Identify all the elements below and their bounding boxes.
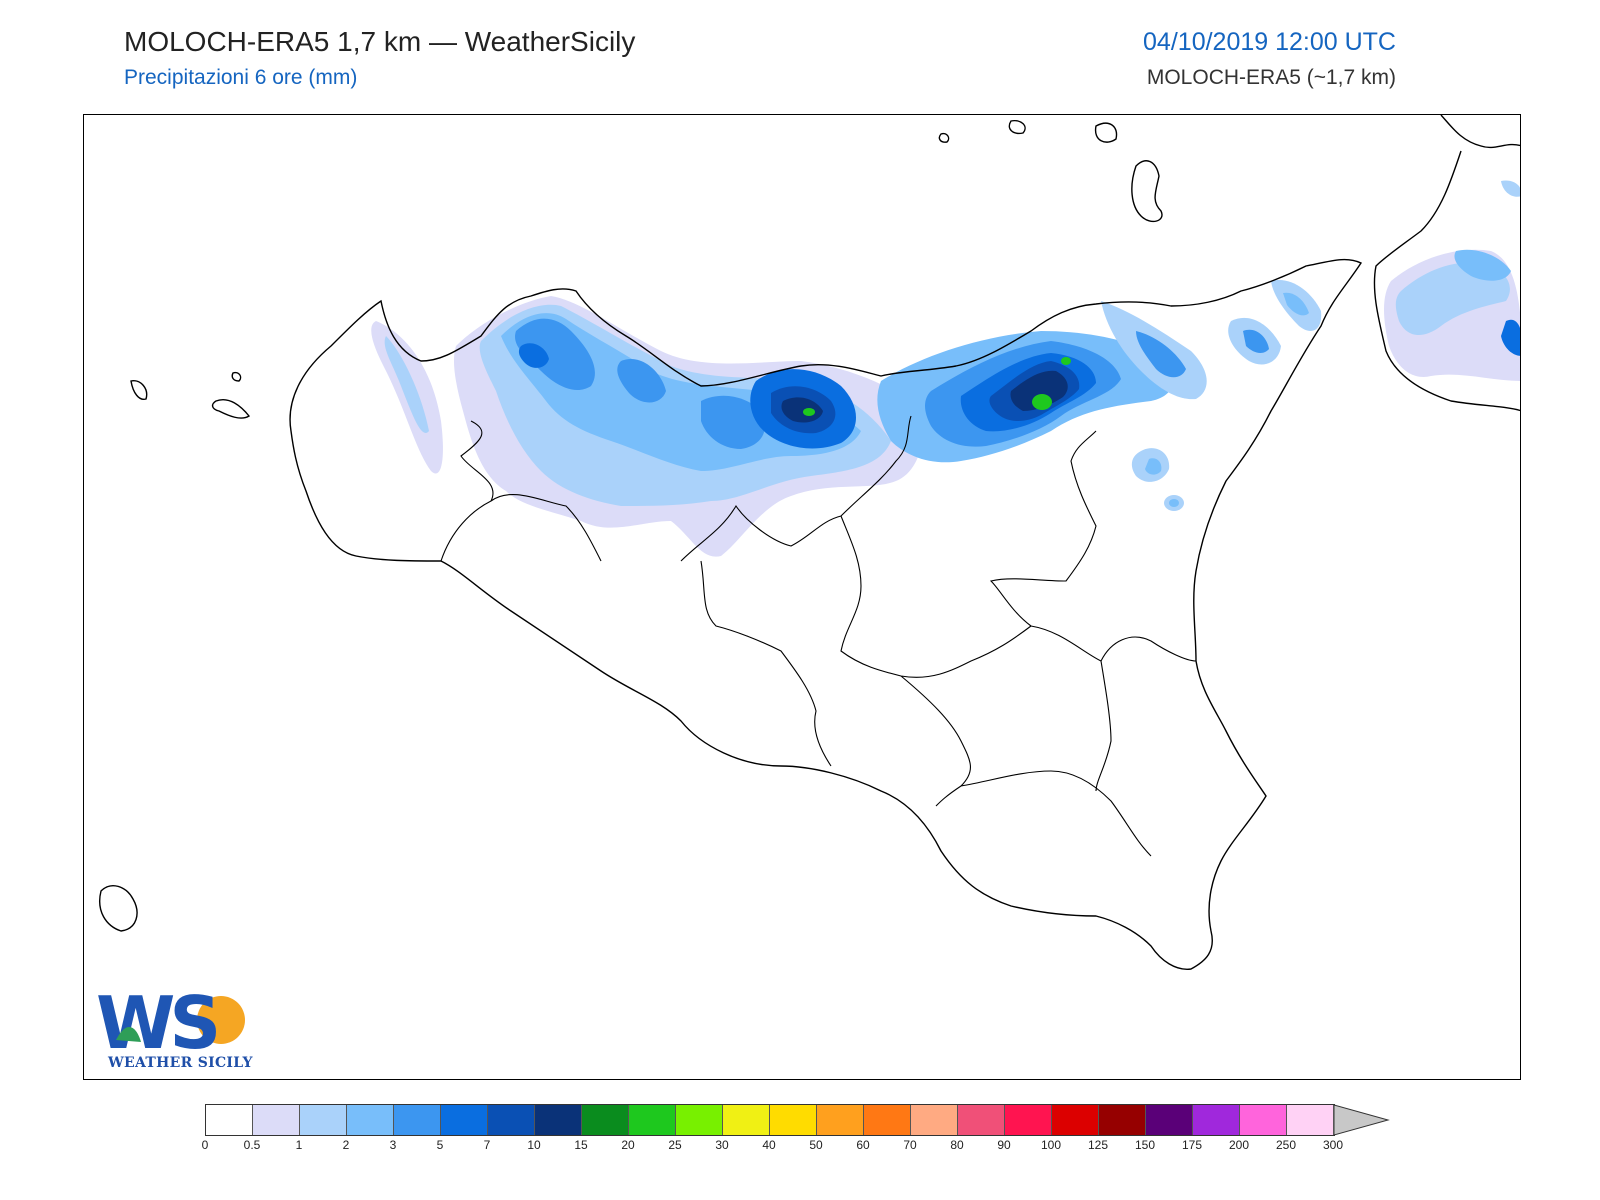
legend-tick-label: 60 [856,1138,870,1152]
legend-tick-label: 40 [762,1138,776,1152]
legend-tick-label: 80 [950,1138,964,1152]
valid-datetime: 04/10/2019 12:00 UTC [1143,28,1396,56]
legend-tick-label: 1 [295,1138,303,1152]
legend-tick-label: 0 [201,1138,209,1152]
legend-tick-label: 125 [1087,1138,1109,1152]
legend-tick-label: 2 [342,1138,350,1152]
legend-swatch [723,1105,770,1135]
legend-swatch [1287,1105,1334,1135]
legend-swatch [911,1105,958,1135]
legend-tick-label: 250 [1275,1138,1297,1152]
legend-swatch [347,1105,394,1135]
legend-swatch [441,1105,488,1135]
logo-mark: WS [96,981,216,1065]
legend-swatch [253,1105,300,1135]
legend-swatch [1052,1105,1099,1135]
legend-tick-label: 25 [668,1138,682,1152]
map-title: MOLOCH-ERA5 1,7 km — WeatherSicily [124,26,636,57]
legend-swatch [1240,1105,1287,1135]
legend-swatch [1099,1105,1146,1135]
sicily-coastline [289,258,1363,970]
legend-overflow-arrow [1334,1104,1390,1136]
legend-tick-label: 150 [1134,1138,1156,1152]
legend-tick-label: 90 [997,1138,1011,1152]
legend-swatch [535,1105,582,1135]
legend-tick-label: 0.5 [243,1138,261,1152]
legend-tick-label: 10 [527,1138,541,1152]
island-lipari [1131,160,1163,223]
legend-tick-label: 15 [574,1138,588,1152]
legend-tick-label: 50 [809,1138,823,1152]
legend-swatch [864,1105,911,1135]
model-name: MOLOCH-ERA5 (~1,7 km) [1146,66,1396,89]
map-panel[interactable] [83,114,1521,1080]
legend-swatch [958,1105,1005,1135]
coastlines [99,115,1520,970]
legend-swatch [1193,1105,1240,1135]
legend-labels: 0 0.5 1 2 3 5 7 10 15 20 25 30 40 50 60 70 80 90 100 125 150… [201,1138,1405,1158]
legend-swatch [817,1105,864,1135]
legend-tick-label: 30 [715,1138,729,1152]
legend-tick-label: 3 [389,1138,397,1152]
logo-icon: WS [96,981,245,1065]
island-egadi [130,380,148,400]
calabria-coastline [1373,115,1520,412]
legend-tick-label: 7 [483,1138,491,1152]
legend-tick-label: 175 [1181,1138,1203,1152]
legend-swatch [206,1105,253,1135]
map-canvas [99,115,1520,970]
legend-swatch [394,1105,441,1135]
legend-swatch [1005,1105,1052,1135]
island-pantelleria [99,885,138,932]
precipitation-field [371,180,1520,557]
legend-tick-label: 5 [436,1138,444,1152]
legend-swatch [488,1105,535,1135]
legend-swatch [629,1105,676,1135]
legend-colorbar [205,1104,1335,1136]
legend-tick-label: 200 [1228,1138,1250,1152]
color-legend: 0 0.5 1 2 3 5 7 10 15 20 25 30 40 50 60 70 80 90 100 125 150… [201,1104,1405,1164]
logo-text: WEATHER SICILY [108,1055,253,1071]
legend-tick-label: 100 [1040,1138,1062,1152]
legend-swatch [300,1105,347,1135]
map-subtitle: Precipitazioni 6 ore (mm) [124,66,358,89]
legend-swatch [770,1105,817,1135]
legend-swatch [582,1105,629,1135]
legend-swatch [1146,1105,1193,1135]
legend-swatch [676,1105,723,1135]
legend-tick-label: 20 [621,1138,635,1152]
legend-tick-label: 70 [903,1138,917,1152]
legend-tick-label: 300 [1322,1138,1344,1152]
province-borders [440,415,1197,857]
